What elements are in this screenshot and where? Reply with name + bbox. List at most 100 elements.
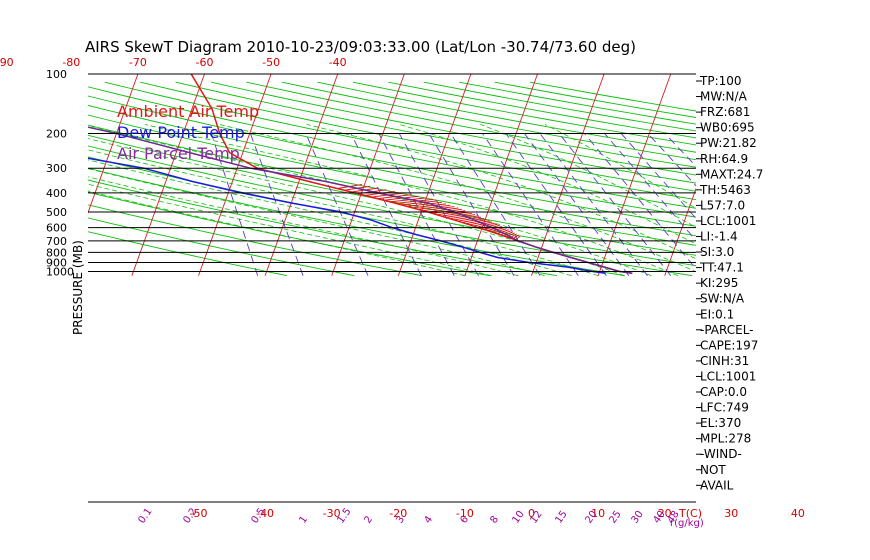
moist-adiabat-line <box>544 124 696 209</box>
index-entry: LCL:1001 <box>700 369 756 383</box>
index-entry: SI:3.0 <box>700 245 734 259</box>
bottom-temp-tick-label: -30 <box>323 507 341 520</box>
mixing-ratio-line <box>647 133 696 187</box>
pressure-tick-label: 500 <box>46 206 67 219</box>
y-axis-label: PRESSURE (MB) <box>71 240 85 335</box>
dry-adiabat-line <box>88 204 423 277</box>
index-entry: WB0:695 <box>700 121 755 135</box>
mixing-ratio-tick-label: 0.1 <box>136 506 154 525</box>
index-entry: TH:5463 <box>699 183 751 197</box>
index-entry: CINH:31 <box>700 354 749 368</box>
dry-adiabat-line <box>352 81 696 146</box>
top-temp-tick-label: -40 <box>329 56 347 69</box>
cape-hatch-line <box>422 206 455 212</box>
index-entry: TT:47.1 <box>699 261 744 275</box>
dry-adiabat-line <box>88 114 696 237</box>
index-entry: CAP:0.0 <box>700 385 747 399</box>
legend-entry: Dew Point Temp <box>117 123 245 142</box>
dry-adiabat-line <box>281 81 696 161</box>
top-temp-tick-labels: -120-110-100-90-80-70-60-50-40 <box>0 56 347 69</box>
index-entry: LFC:749 <box>700 401 749 415</box>
mixing-ratio-line <box>604 133 696 242</box>
cape-hatch-line <box>465 219 487 225</box>
index-entry: KI:295 <box>700 276 738 290</box>
dry-adiabat-line <box>88 104 696 227</box>
mixing-ratio-tick-label: 4 <box>422 514 435 526</box>
dry-adiabat-line <box>88 124 696 246</box>
top-temp-tick-label: -70 <box>129 56 147 69</box>
moist-adiabat-line <box>88 138 625 277</box>
legend: Ambient Air Temp Dew Point Temp Air Parcel… <box>117 102 259 163</box>
index-entry: -PARCEL- <box>700 323 754 337</box>
mixing-ratio-tick-label: 8 <box>488 514 501 526</box>
index-entry: TP:100 <box>699 74 742 88</box>
cape-hatch-line <box>412 203 447 209</box>
index-entry: FRZ:681 <box>700 105 750 119</box>
pressure-gridlines <box>88 73 696 503</box>
dry-adiabat-line <box>88 145 696 267</box>
dry-adiabat-line <box>88 217 355 277</box>
isotherm-line <box>531 74 605 276</box>
mixing-ratio-tick-label: 6 <box>458 514 471 526</box>
dry-adiabat-line <box>88 95 696 218</box>
bottom-temp-tick-label: 30 <box>724 507 738 520</box>
isotherm-line <box>664 187 696 276</box>
isotherm-line <box>198 74 272 276</box>
index-entry: MW:N/A <box>700 90 748 104</box>
top-temp-tick-label: -90 <box>0 56 14 69</box>
index-entry: L57:7.0 <box>700 198 745 212</box>
pressure-tick-label: 600 <box>46 222 67 235</box>
mixing-ratio-tick-label: 3 <box>394 514 407 526</box>
dry-adiabat-line <box>104 81 696 201</box>
bottom-temp-tick-label: 0 <box>528 507 535 520</box>
cape-hatch-line <box>427 207 459 213</box>
x-axis-label: T(C) <box>678 507 702 520</box>
moist-adiabat-line <box>88 149 599 277</box>
bottom-temp-tick-label: 20 <box>658 507 672 520</box>
mixing-ratio-line <box>305 133 369 276</box>
pressure-tick-label: 100 <box>46 68 67 81</box>
mixing-ratio-line <box>350 133 422 276</box>
mixing-ratio-tick-label: 10 <box>510 509 526 526</box>
cape-hatch-line <box>432 208 462 214</box>
cape-hatch-line <box>441 211 469 217</box>
index-entry: LI:-1.4 <box>700 230 738 244</box>
mixing-ratio-tick-label: 30 <box>629 509 645 526</box>
isotherm-line <box>464 74 538 276</box>
index-entry: AVAIL <box>700 478 734 492</box>
parcel-temp-line <box>88 126 633 274</box>
dry-adiabat-line <box>88 167 625 277</box>
isotherm-line <box>597 74 672 276</box>
index-entry: SW:N/A <box>700 292 745 306</box>
isotherm-line <box>397 74 472 276</box>
pressure-tick-label: 200 <box>46 127 67 140</box>
cape-hatch-line <box>457 216 482 222</box>
pressure-tick-label: 300 <box>46 162 67 175</box>
legend-entry: Ambient Air Temp <box>117 102 259 121</box>
pressure-tick-label: 1000 <box>46 266 74 279</box>
bottom-temp-tick-label: 40 <box>791 507 805 520</box>
cape-hatch-line <box>436 210 466 216</box>
isotherm-line <box>0 74 5 276</box>
bottom-temp-tick-label: 10 <box>591 507 605 520</box>
mixing-ratio-tick-label: 15 <box>553 509 569 526</box>
top-temp-tick-label: -50 <box>262 56 280 69</box>
dry-adiabat-line <box>88 134 696 256</box>
top-temp-tick-label: -60 <box>196 56 214 69</box>
mixing-ratio-unit-label: r(g/kg) <box>670 518 704 529</box>
cape-hatch-line <box>497 229 509 235</box>
mixing-ratio-line <box>620 133 696 220</box>
dry-adiabat-line <box>175 81 696 184</box>
mixing-ratio-tick-label: 1 <box>297 514 310 526</box>
moist-adiabat-line <box>88 183 492 277</box>
dry-adiabat-line <box>317 81 696 153</box>
index-entry: MPL:278 <box>700 432 751 446</box>
isotherm-line <box>88 74 139 214</box>
index-entry: -WIND- <box>700 447 742 461</box>
cape-hatch-line <box>445 212 472 218</box>
isotherm-line <box>798 74 870 276</box>
index-entry: EL:370 <box>700 416 741 430</box>
